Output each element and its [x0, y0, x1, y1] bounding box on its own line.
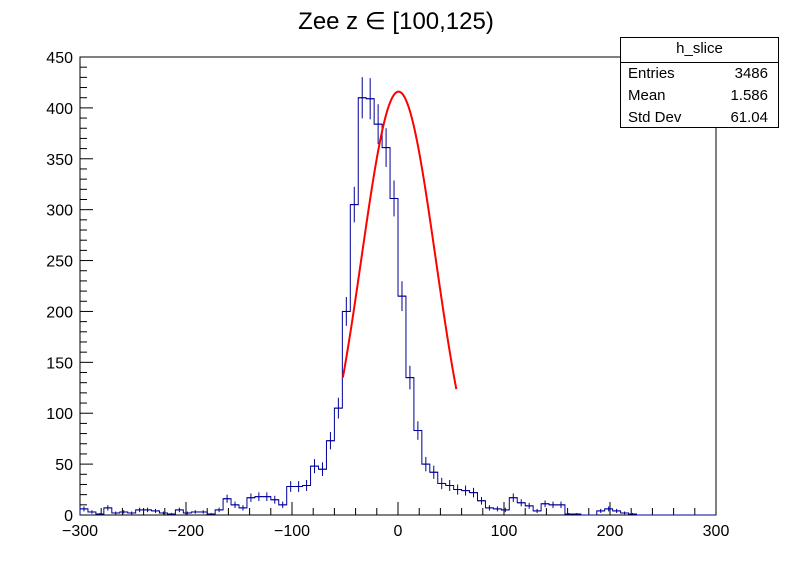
- y-tick-label: 50: [55, 457, 73, 474]
- stats-row-mean: Mean 1.586: [621, 85, 778, 107]
- x-tick-label: 200: [597, 523, 624, 540]
- x-tick-label: −300: [62, 523, 98, 540]
- y-tick-label: 350: [46, 152, 73, 169]
- stats-label: Mean: [628, 87, 666, 104]
- stats-label: Entries: [628, 65, 675, 82]
- y-tick-label: 450: [46, 50, 73, 67]
- y-tick-label: 0: [64, 508, 73, 525]
- x-tick-label: 100: [491, 523, 518, 540]
- y-tick-label: 250: [46, 254, 73, 271]
- stats-row-entries: Entries 3486: [621, 63, 778, 85]
- x-tick-label: 300: [703, 523, 730, 540]
- y-tick-label: 200: [46, 304, 73, 321]
- stats-value: 61.04: [730, 109, 768, 126]
- x-tick-label: −200: [168, 523, 204, 540]
- y-tick-label: 300: [46, 203, 73, 220]
- stats-value: 1.586: [730, 87, 768, 104]
- y-axis: 0 50 100 150 200 250 300 350 400 450: [46, 50, 93, 525]
- y-tick-label: 150: [46, 355, 73, 372]
- error-bars: [80, 77, 637, 515]
- x-tick-label: 0: [394, 523, 403, 540]
- stats-row-stddev: Std Dev 61.04: [621, 107, 778, 129]
- y-tick-label: 100: [46, 406, 73, 423]
- stats-value: 3486: [734, 65, 768, 82]
- gaussian-fit-curve: [341, 90, 458, 390]
- chart-title: Zee z ∈ [100,125): [298, 8, 494, 35]
- stats-box: h_slice Entries 3486 Mean 1.586 Std Dev …: [620, 37, 779, 128]
- histogram-outline: [79, 97, 716, 516]
- x-axis: −300 −200 −100 0 100 200 300: [62, 502, 729, 540]
- stats-title: h_slice: [621, 38, 778, 63]
- stats-label: Std Dev: [628, 109, 682, 126]
- x-tick-label: −100: [274, 523, 310, 540]
- y-tick-label: 400: [46, 101, 73, 118]
